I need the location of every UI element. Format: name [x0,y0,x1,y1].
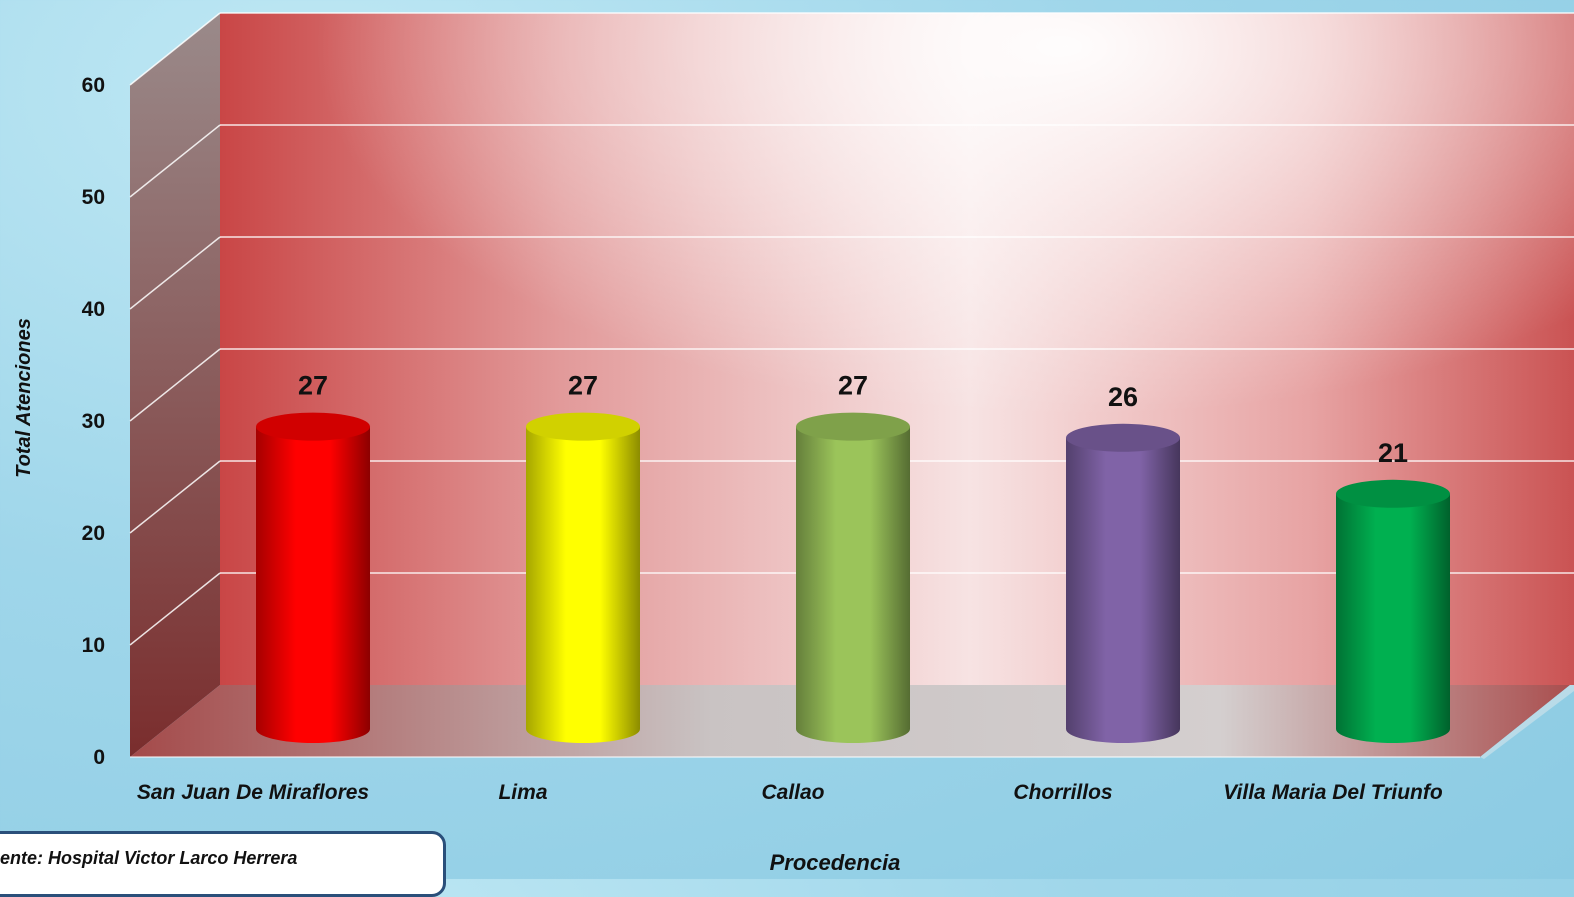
floor-edge [1480,685,1574,759]
y-tick-label: 60 [82,74,105,97]
data-label: 21 [1378,438,1408,468]
y-tick-label: 50 [82,186,105,209]
bar: 26 [1066,382,1180,743]
bar-top [796,412,910,441]
y-tick-label: 40 [82,298,105,321]
bar-body [526,426,640,743]
bar: 27 [796,371,910,743]
data-label: 27 [838,371,868,401]
bar: 21 [1336,438,1450,743]
bar: 27 [256,371,370,743]
y-tick-label: 10 [82,634,105,657]
x-axis-label: Procedencia [770,850,901,875]
gridline-side [129,12,221,86]
bar-top [256,412,370,441]
bar-top [526,412,640,441]
y-tick-label: 30 [82,410,105,433]
bar-body [796,426,910,743]
source-note: ente: Hospital Victor Larco Herrera [0,848,298,868]
bar-top [1336,479,1450,508]
bar: 27 [526,371,640,743]
x-tick-label: Villa Maria Del Triunfo [1223,781,1443,804]
data-label: 27 [298,371,328,401]
data-label: 27 [568,371,598,401]
bars: 27 27 27 26 21 [256,371,1450,743]
gridline-side [129,572,221,646]
x-tick-label: San Juan De Miraflores [137,781,369,804]
x-tick-label: Lima [498,781,547,804]
gridline-side [129,236,221,310]
gridline-side [129,124,221,198]
bar-body [256,426,370,743]
data-label: 26 [1108,382,1138,412]
x-tick-label: Callao [761,781,824,804]
bar-body [1066,437,1180,743]
gridline-side [129,348,221,422]
gridline-side [129,460,221,534]
x-axis: San Juan De Miraflores Lima Callao Chorrill… [137,781,1443,804]
plot-area [129,12,1574,759]
bar-chart: 0 10 20 30 40 50 60 27 27 27 26 21 San Juan De Mir… [13,12,1574,875]
y-axis: 0 10 20 30 40 50 60 [82,74,1480,769]
bar-body [1336,493,1450,743]
bar-top [1066,423,1180,452]
y-axis-label: Total Atenciones [13,318,35,478]
y-tick-label: 20 [82,522,105,545]
y-tick-label: 0 [93,746,105,769]
x-tick-label: Chorrillos [1013,781,1112,804]
